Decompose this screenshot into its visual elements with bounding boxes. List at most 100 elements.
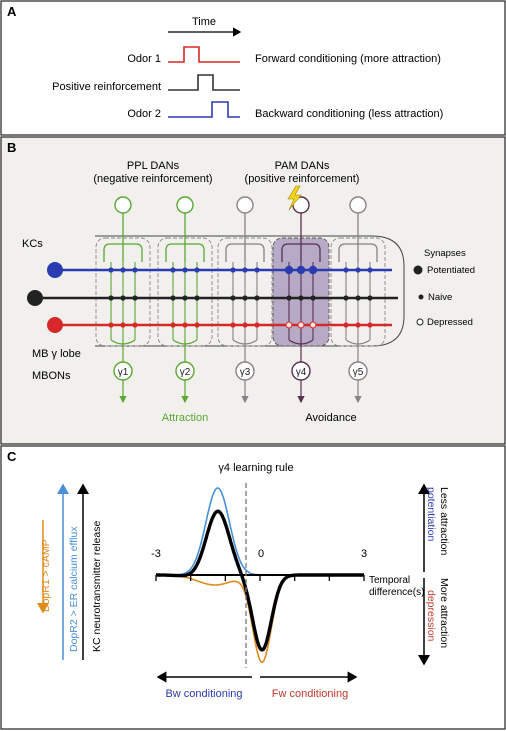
- kc-soma-blue: [47, 262, 63, 278]
- right-label-bottom-black: More attraction: [438, 578, 450, 648]
- synapse: [309, 321, 317, 329]
- synapse: [230, 295, 236, 301]
- legend-naive: Naive: [428, 292, 452, 303]
- synapse: [242, 267, 248, 273]
- pam-subtitle: (positive reinforcement): [245, 173, 360, 185]
- mbon-label-2: γ2: [180, 367, 191, 378]
- synapse: [254, 267, 260, 273]
- reinforcement-trace: [168, 74, 240, 91]
- pam-title: PAM DANs: [275, 160, 330, 172]
- odor1-description: Forward conditioning (more attraction): [255, 53, 441, 65]
- fw-label: Fw conditioning: [272, 688, 348, 700]
- legend-depressed-dot: [416, 318, 424, 326]
- synapse: [310, 295, 316, 301]
- synapse: [355, 322, 361, 328]
- synapse: [367, 322, 373, 328]
- reinforcement-label: Positive reinforcement: [52, 81, 161, 93]
- synapse: [182, 267, 188, 273]
- legend-depressed: Depressed: [427, 317, 473, 328]
- x-label-line1: Temporal: [369, 575, 410, 586]
- mbon-neurite-4: [288, 339, 314, 362]
- synapse: [308, 265, 318, 275]
- legend-title: Synapses: [424, 248, 466, 259]
- mbon-label-3: γ3: [240, 367, 251, 378]
- dan-soma-1: [114, 196, 132, 214]
- avoidance-label: Avoidance: [305, 412, 356, 424]
- synapse: [132, 322, 138, 328]
- mb-lobe-outline: [95, 235, 405, 347]
- legend-potentiated: Potentiated: [427, 265, 475, 276]
- panel-a-letter: A: [7, 4, 17, 19]
- synapse: [254, 295, 260, 301]
- panel-a: A Time Odor 1 Forward conditioning (more…: [0, 0, 506, 136]
- dan-soma-5: [349, 196, 367, 214]
- synapse: [343, 267, 349, 273]
- compartments: γ1 γ2 γ3 γ4 γ5: [95, 196, 386, 404]
- synapse: [194, 267, 200, 273]
- mbon-neurite-5: [345, 339, 371, 362]
- synapse: [108, 295, 114, 301]
- panel-b-letter: B: [7, 140, 16, 155]
- synapse: [108, 267, 114, 273]
- synapse: [286, 295, 292, 301]
- synapse: [120, 267, 126, 273]
- x-label-line2: difference(s): [369, 587, 424, 598]
- synapse: [194, 295, 200, 301]
- left-label-orange: DopR1 > cAMP: [40, 539, 52, 612]
- synapses: [108, 265, 373, 329]
- synapse: [285, 321, 293, 329]
- mbon-label-5: γ5: [353, 367, 364, 378]
- kcs-label: KCs: [22, 238, 43, 250]
- synapse: [298, 295, 304, 301]
- bw-label: Bw conditioning: [165, 688, 242, 700]
- panel-c-letter: C: [7, 449, 17, 464]
- synapse: [254, 322, 260, 328]
- right-label-bottom-colored: depression: [425, 590, 437, 642]
- synapse: [182, 295, 188, 301]
- mbon-neurite-2: [172, 339, 198, 362]
- synapse: [132, 295, 138, 301]
- synapse: [230, 322, 236, 328]
- right-label-top-black: Less attraction: [438, 487, 450, 555]
- odor2-label: Odor 2: [127, 108, 161, 120]
- synapse: [367, 295, 373, 301]
- synapse: [132, 267, 138, 273]
- panel-c-title: γ4 learning rule: [218, 462, 293, 474]
- mbon-neurite-1: [110, 339, 136, 362]
- legend-potentiated-dot: [413, 265, 423, 275]
- synapse: [120, 322, 126, 328]
- synapse: [170, 267, 176, 273]
- synapse: [230, 267, 236, 273]
- synapse: [194, 322, 200, 328]
- x-tick-3: 3: [361, 548, 367, 560]
- lightning-icon: [287, 185, 302, 211]
- synapse: [297, 321, 305, 329]
- attraction-label: Attraction: [162, 412, 208, 424]
- synapse: [108, 322, 114, 328]
- dan-soma-3: [236, 196, 254, 214]
- synapse: [355, 267, 361, 273]
- right-label-top-colored: potentiation: [425, 487, 437, 541]
- ppl-subtitle: (negative reinforcement): [93, 173, 212, 185]
- time-label: Time: [192, 16, 216, 28]
- synapse-legend: Synapses Potentiated Naive Depressed: [413, 248, 475, 328]
- left-label-blue: DopR2 > ER calcium efflux: [68, 526, 80, 652]
- synapse: [367, 267, 373, 273]
- synapse: [296, 265, 306, 275]
- synapse: [242, 295, 248, 301]
- odor2-description: Backward conditioning (less attraction): [255, 108, 443, 120]
- synapse: [170, 295, 176, 301]
- synapse: [170, 322, 176, 328]
- mbon-label-1: γ1: [118, 367, 129, 378]
- ppl-title: PPL DANs: [127, 160, 180, 172]
- odor1-label: Odor 1: [127, 53, 161, 65]
- dan-soma-2: [176, 196, 194, 214]
- synapse: [182, 322, 188, 328]
- kc-soma-red: [47, 317, 63, 333]
- x-tick-0: 0: [258, 548, 264, 560]
- lobe-label: MB γ lobe: [32, 348, 81, 360]
- mbon-neurite-3: [232, 339, 258, 362]
- x-axis-ticks: [155, 575, 365, 581]
- odor2-trace: [168, 101, 240, 118]
